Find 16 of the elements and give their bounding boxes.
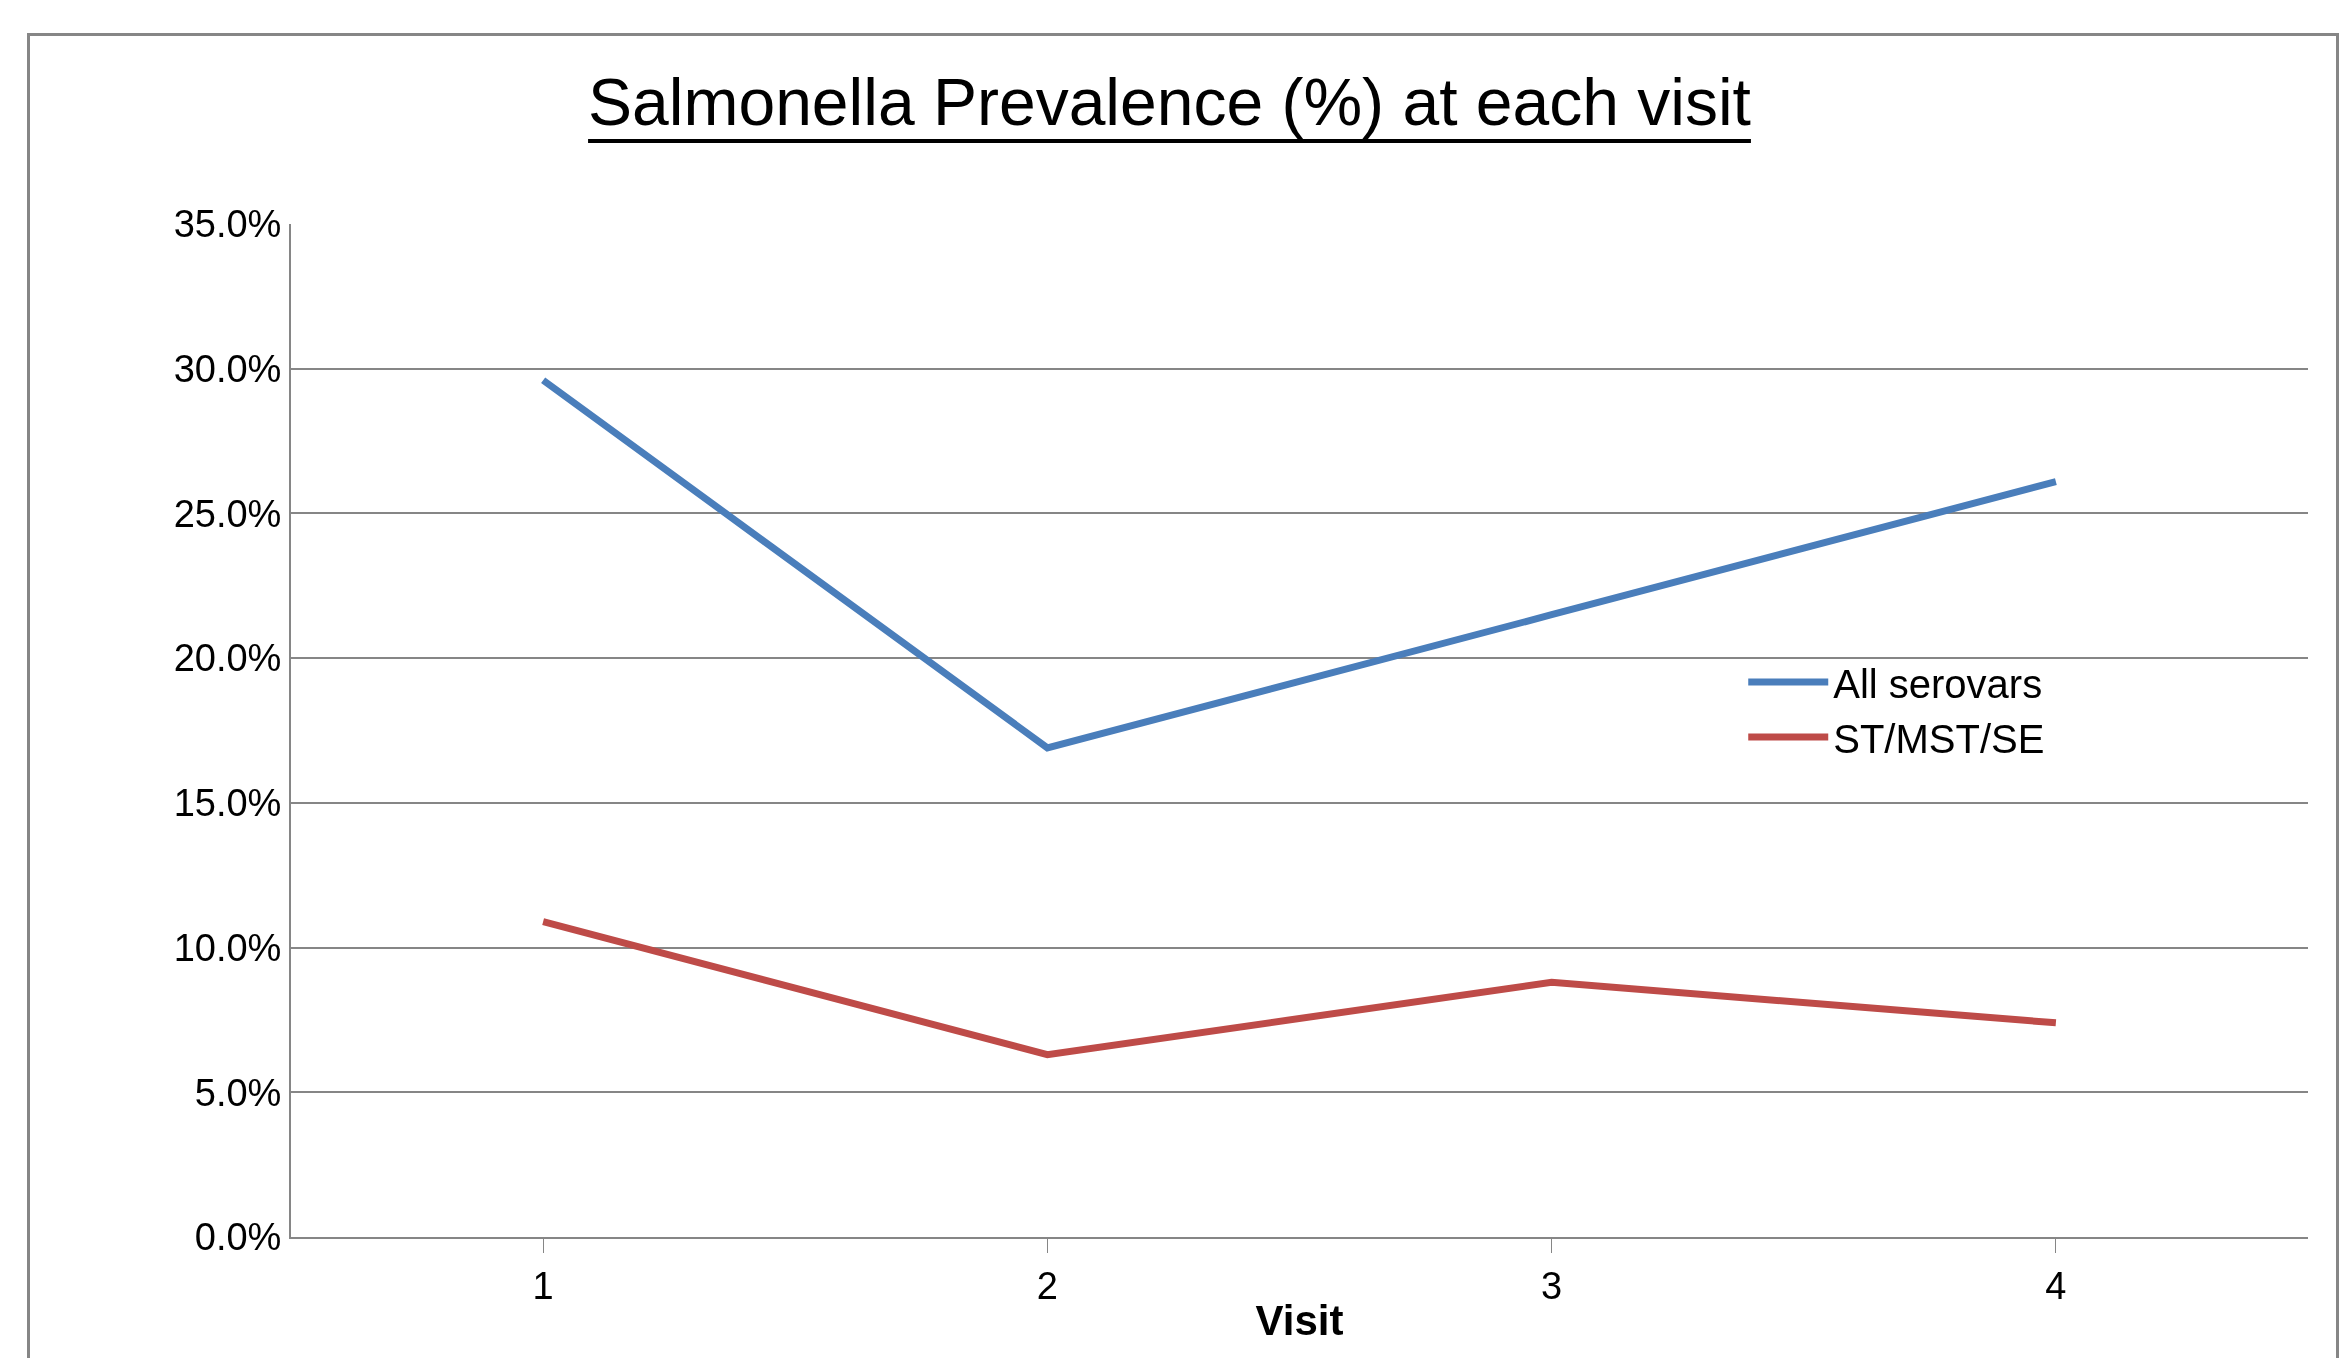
x-axis-title: Visit	[1255, 1297, 1344, 1344]
y-tick-label: 30.0%	[173, 348, 282, 391]
y-tick-label: 25.0%	[173, 492, 282, 535]
legend-label: All serovars	[1833, 661, 2043, 706]
x-tick-label: 2	[1036, 1264, 1058, 1307]
y-tick-label: 35.0%	[173, 203, 282, 246]
x-tick-label: 4	[2045, 1264, 2067, 1307]
legend-label: ST/MST/SE	[1833, 716, 2045, 761]
y-tick-label: 0.0%	[194, 1216, 282, 1259]
y-tick-label: 10.0%	[173, 926, 282, 969]
y-tick-label: 20.0%	[173, 637, 282, 680]
y-tick-label: 15.0%	[173, 782, 282, 825]
y-tick-label: 5.0%	[194, 1071, 282, 1114]
chart-title: Salmonella Prevalence (%) at each visit	[588, 64, 1751, 139]
x-tick-label: 3	[1541, 1264, 1563, 1307]
x-tick-label: 1	[532, 1264, 554, 1307]
